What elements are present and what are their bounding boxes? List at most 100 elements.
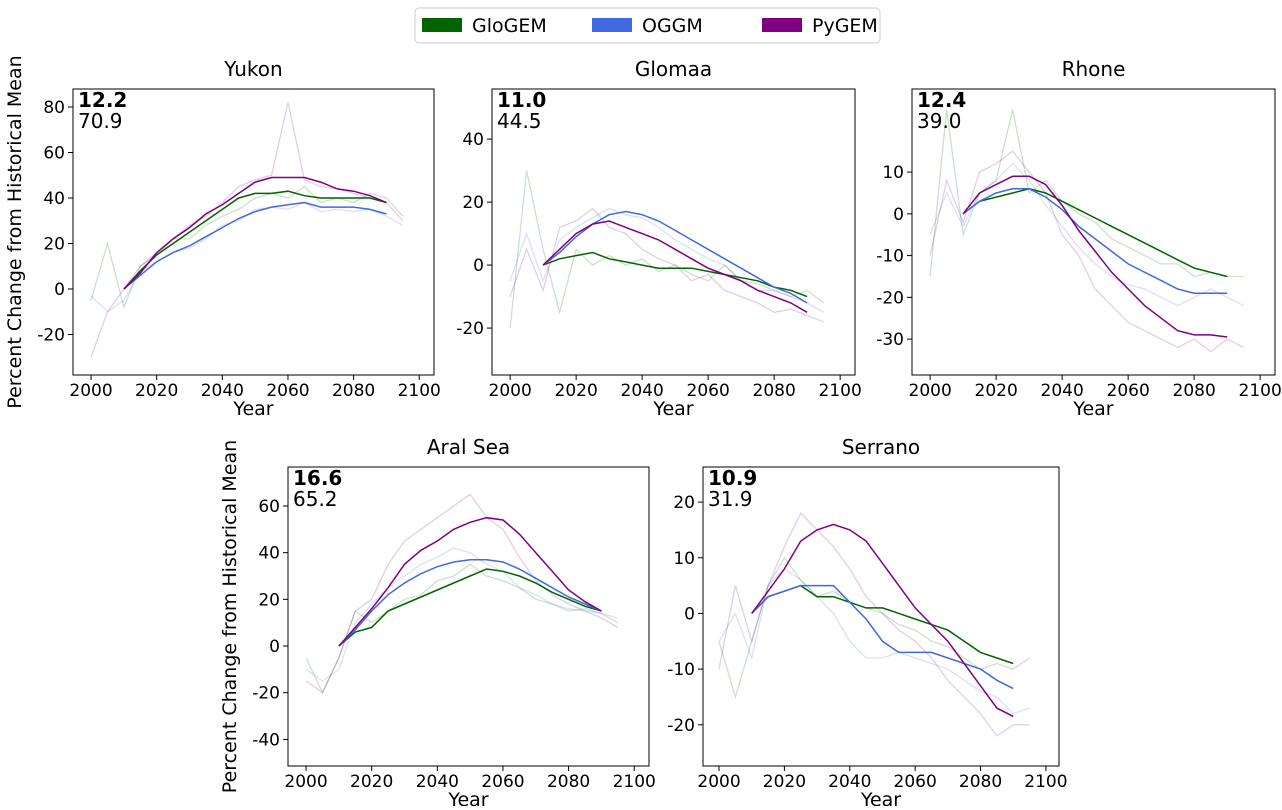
- annual-line: [929, 162, 1244, 307]
- smoothed-line: [542, 251, 808, 298]
- x-tick-label: 2060: [266, 381, 309, 401]
- legend-swatch: [762, 18, 802, 32]
- y-tick-label: -40: [252, 730, 280, 750]
- x-tick-label: 2100: [398, 381, 441, 401]
- x-tick-label: 2080: [332, 381, 375, 401]
- x-axis-label: Year: [232, 398, 273, 420]
- annual-line: [305, 547, 618, 682]
- legend: GloGEM OGGM PyGEM: [414, 7, 881, 44]
- annual-line: [90, 185, 404, 310]
- y-tick-label: 0: [684, 604, 695, 624]
- legend-label: PyGEM: [812, 15, 878, 37]
- smoothed-line: [751, 523, 1014, 718]
- annual-line: [929, 109, 1244, 278]
- x-tick-label: 2080: [753, 381, 796, 401]
- annotation: 10.9: [708, 466, 757, 490]
- annual-line: [305, 493, 619, 694]
- y-axis-label: Percent Change from Historical Mean: [219, 440, 241, 793]
- x-tick-label: 2040: [416, 772, 459, 792]
- annotation: 39.0: [917, 109, 962, 133]
- smoothed-line: [962, 188, 1228, 294]
- x-tick-label: 2060: [1107, 381, 1150, 401]
- annotation: 31.9: [708, 487, 753, 511]
- plot-frame: [911, 88, 1276, 376]
- x-tick-label: 2100: [819, 381, 862, 401]
- y-tick-label: 20: [258, 590, 280, 610]
- y-tick-label: 80: [43, 98, 65, 118]
- x-tick-label: 2100: [1024, 772, 1067, 792]
- annual-line: [718, 512, 1030, 737]
- y-tick-label: -20: [37, 326, 65, 346]
- x-tick-label: 2040: [621, 381, 664, 401]
- annual-line: [90, 102, 404, 358]
- y-tick-label: -20: [456, 319, 484, 339]
- chart-title: Serrano: [842, 435, 920, 459]
- plot-frame: [702, 466, 1060, 767]
- annotation: 65.2: [293, 487, 338, 511]
- x-tick-label: 2080: [547, 772, 590, 792]
- y-tick-label: -30: [876, 330, 904, 350]
- y-tick-label: -20: [667, 716, 695, 736]
- annual-line: [718, 568, 1030, 715]
- x-axis-label: Year: [1072, 398, 1113, 420]
- smoothed-line: [123, 176, 387, 290]
- chart-title: Yukon: [223, 57, 282, 81]
- y-tick-label: 0: [269, 637, 280, 657]
- y-tick-label: 0: [54, 280, 65, 300]
- y-tick-label: 40: [43, 189, 65, 209]
- x-tick-label: 2040: [1041, 381, 1084, 401]
- annual-line: [929, 150, 1244, 353]
- legend-swatch: [422, 18, 462, 32]
- x-tick-label: 2020: [350, 772, 393, 792]
- y-tick-label: -20: [252, 684, 280, 704]
- annual-line: [509, 170, 825, 329]
- x-tick-label: 2020: [975, 381, 1018, 401]
- annual-line: [509, 207, 824, 323]
- annotation: 12.2: [78, 88, 127, 112]
- x-tick-label: 2000: [69, 381, 112, 401]
- x-tick-label: 2000: [284, 772, 327, 792]
- annotation: 44.5: [497, 109, 542, 133]
- annotation: 70.9: [78, 109, 123, 133]
- y-tick-label: 20: [43, 234, 65, 254]
- y-tick-label: 60: [258, 497, 280, 517]
- chart-title: Glomaa: [635, 57, 712, 81]
- y-tick-label: 40: [462, 130, 484, 150]
- y-tick-label: -20: [876, 288, 904, 308]
- annual-line: [718, 556, 1030, 700]
- x-tick-label: 2080: [959, 772, 1002, 792]
- legend-label: GloGEM: [472, 15, 547, 37]
- smoothed-line: [123, 190, 387, 290]
- y-tick-label: 0: [473, 256, 484, 276]
- y-axis-label: Percent Change from Historical Mean: [4, 55, 26, 408]
- x-tick-label: 2020: [763, 772, 806, 792]
- x-axis-label: Year: [652, 398, 693, 420]
- annotation: 12.4: [917, 88, 966, 112]
- plot-frame: [491, 88, 856, 376]
- x-tick-label: 2080: [1173, 381, 1216, 401]
- legend-swatch: [592, 18, 632, 32]
- smoothed-line: [962, 188, 1228, 278]
- y-tick-label: 60: [43, 143, 65, 163]
- annotation: 16.6: [293, 466, 342, 490]
- x-tick-label: 2060: [687, 381, 730, 401]
- smoothed-line: [338, 516, 602, 647]
- smoothed-line: [751, 584, 1014, 690]
- x-tick-label: 2000: [489, 381, 532, 401]
- x-tick-label: 2040: [201, 381, 244, 401]
- x-axis-label: Year: [860, 789, 901, 806]
- y-tick-label: -10: [667, 660, 695, 680]
- plot-frame: [287, 466, 650, 767]
- y-tick-label: 10: [882, 163, 904, 183]
- smoothed-line: [123, 201, 387, 290]
- smoothed-line: [542, 210, 808, 304]
- smoothed-line: [338, 568, 602, 647]
- y-tick-label: 0: [893, 205, 904, 225]
- smoothed-line: [751, 584, 1014, 665]
- x-tick-label: 2040: [828, 772, 871, 792]
- x-tick-label: 2100: [613, 772, 656, 792]
- x-tick-label: 2060: [894, 772, 937, 792]
- annual-line: [509, 207, 825, 313]
- annual-line: [305, 563, 619, 695]
